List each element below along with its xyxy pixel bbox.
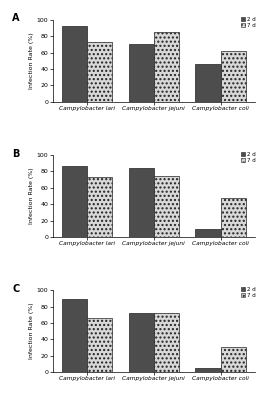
Bar — [195, 229, 221, 237]
Y-axis label: Infection Rate (%): Infection Rate (%) — [29, 33, 34, 89]
Legend: 2 d, 7 d: 2 d, 7 d — [240, 16, 256, 28]
Bar — [129, 168, 154, 237]
Legend: 2 d, 7 d: 2 d, 7 d — [240, 151, 256, 164]
Text: A: A — [12, 14, 20, 24]
Bar — [195, 64, 221, 102]
Bar — [129, 44, 154, 102]
Bar — [62, 299, 87, 372]
Text: C: C — [12, 284, 19, 294]
Bar — [129, 313, 154, 372]
Text: B: B — [12, 148, 19, 158]
Bar — [87, 42, 113, 102]
Bar — [154, 313, 179, 372]
Legend: 2 d, 7 d: 2 d, 7 d — [240, 286, 256, 298]
Bar — [195, 368, 221, 372]
Bar — [221, 198, 246, 237]
Bar — [154, 32, 179, 102]
Bar — [62, 26, 87, 102]
Y-axis label: Infection Rate (%): Infection Rate (%) — [29, 168, 34, 224]
Bar — [87, 177, 113, 237]
Bar — [62, 166, 87, 237]
Bar — [221, 51, 246, 102]
Bar — [154, 176, 179, 237]
Bar — [87, 318, 113, 372]
Y-axis label: Infection Rate (%): Infection Rate (%) — [29, 303, 34, 359]
Bar — [221, 348, 246, 372]
